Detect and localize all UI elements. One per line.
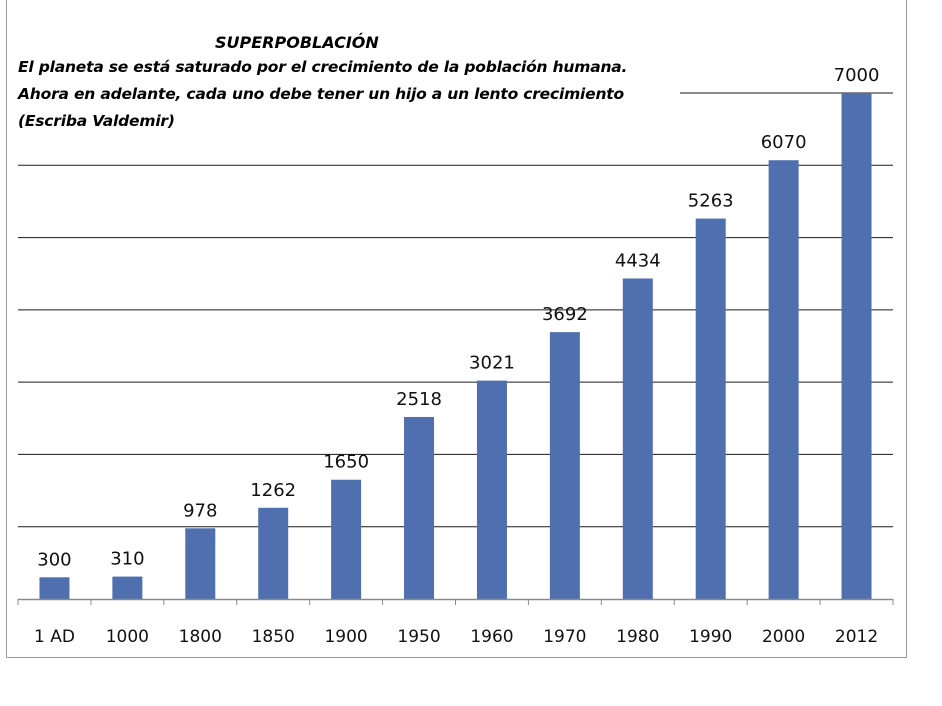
x-tick-label: 1970 — [543, 627, 586, 647]
x-tick-label: 2012 — [835, 627, 878, 647]
bar — [185, 528, 216, 599]
bar — [768, 160, 799, 599]
bar — [622, 278, 653, 599]
x-tick-label: 1980 — [616, 627, 659, 647]
x-tick-label: 1900 — [324, 627, 367, 647]
bar — [549, 332, 580, 599]
bar-value-label: 3692 — [542, 304, 588, 325]
bar-value-label: 5263 — [688, 191, 734, 212]
bar — [695, 218, 726, 599]
bars: 300 310 978 1262 1650 2518 3021 3692 4434 5263 607… — [37, 65, 879, 599]
bar — [841, 93, 872, 599]
x-tick-label: 1950 — [397, 627, 440, 647]
bar — [404, 416, 435, 599]
x-tick-label: 2000 — [762, 627, 805, 647]
bar-value-label: 6070 — [761, 132, 807, 153]
chart-frame — [6, 0, 907, 658]
bar — [112, 576, 143, 599]
x-tick-label: 1990 — [689, 627, 732, 647]
bar — [258, 507, 289, 599]
bar-value-label: 1262 — [250, 480, 296, 501]
x-tick-label: 1 AD — [34, 627, 75, 647]
bar-value-label: 978 — [183, 500, 217, 521]
bar — [331, 479, 362, 599]
bar-value-label: 7000 — [834, 65, 880, 86]
x-tick-label: 1000 — [106, 627, 149, 647]
bar-value-label: 1650 — [323, 452, 369, 473]
x-axis: 1 AD 1000 1800 1850 1900 1950 1960 1970 1980 1990… — [17, 598, 894, 647]
x-tick-label: 1960 — [470, 627, 513, 647]
chart-subtitle: El planeta se está saturado por el creci… — [18, 58, 628, 130]
x-tick-label: 1850 — [252, 627, 295, 647]
bar — [39, 577, 70, 599]
chart-title: SUPERPOBLACIÓN — [215, 33, 379, 52]
gridlines — [18, 92, 893, 528]
bar-value-label: 4434 — [615, 250, 661, 271]
x-tick-label: 1800 — [179, 627, 222, 647]
bar-value-label: 2518 — [396, 389, 442, 410]
bar-value-label: 3021 — [469, 353, 515, 374]
bar-value-label: 310 — [110, 549, 144, 570]
bar — [476, 380, 507, 599]
chart-title-block: SUPERPOBLACIÓN El planeta se está satura… — [18, 32, 658, 135]
bar-value-label: 300 — [37, 549, 71, 570]
